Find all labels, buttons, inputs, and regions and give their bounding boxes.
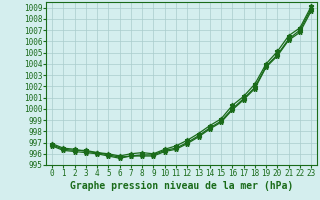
X-axis label: Graphe pression niveau de la mer (hPa): Graphe pression niveau de la mer (hPa) [70,181,293,191]
